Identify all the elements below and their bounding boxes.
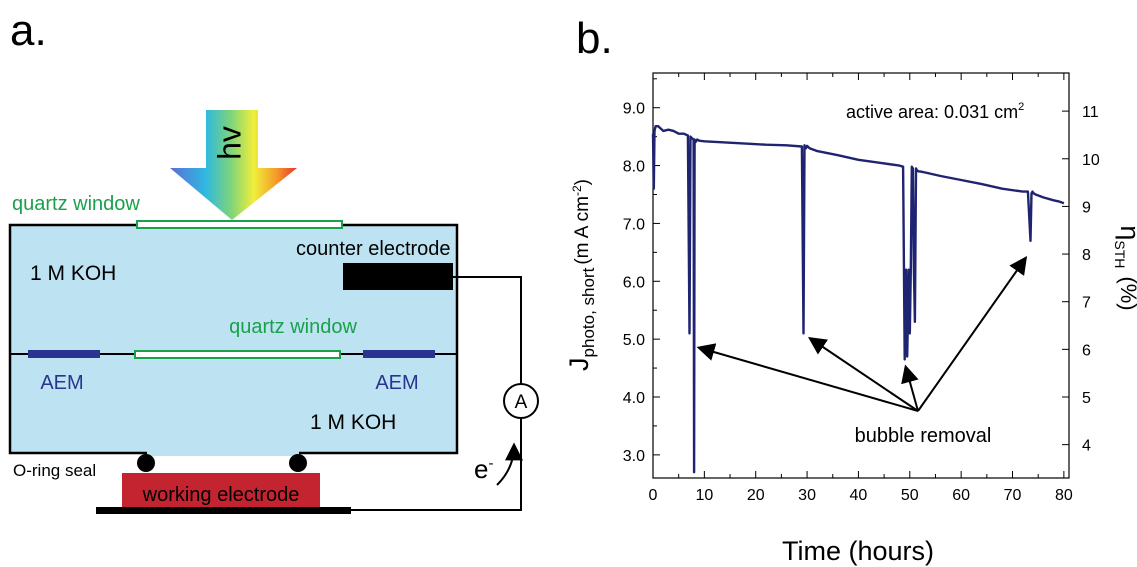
y-tick-label: 5.0 xyxy=(623,332,645,349)
active-area-text: active area: 0.031 cm xyxy=(846,102,1018,122)
y2-axis-label: ηSTH (%) xyxy=(1112,225,1137,310)
plot-frame xyxy=(652,72,1070,479)
o-ring-seal-label: O-ring seal xyxy=(13,461,96,480)
working-electrode-label: working electrode xyxy=(142,484,300,506)
middle-quartz-window-label: quartz window xyxy=(229,316,357,338)
y-axis-subscript: photo, short xyxy=(579,267,598,357)
y2-tick-label: 11 xyxy=(1082,104,1099,121)
y-tick-label: 8.0 xyxy=(623,159,645,176)
light-arrow-icon xyxy=(170,110,297,220)
bubble-arrows xyxy=(696,256,1028,412)
y-axis-label: Jphoto, short (m A cm-2) xyxy=(564,179,598,371)
panel-a-label: a. xyxy=(10,6,47,55)
panel-b: b. 0 10 20 30 40 50 60 70 80 3.0 4.0 5.0 6.0 7.0 8.0 9.… xyxy=(564,14,1137,566)
x-tick-label: 20 xyxy=(747,487,765,504)
x-tick-label: 40 xyxy=(850,487,868,504)
working-electrode xyxy=(122,473,320,508)
y-tick-label: 6.0 xyxy=(623,274,645,291)
bubble-arrow-3 xyxy=(901,364,919,412)
x-tick-label: 30 xyxy=(798,487,816,504)
electron-charge: - xyxy=(488,455,493,472)
counter-electrode xyxy=(343,263,453,290)
y-tick-label: 7.0 xyxy=(623,216,645,233)
y-axis-units-sup: -2 xyxy=(570,185,584,196)
x-tick-label: 70 xyxy=(1004,487,1022,504)
y2-tick-label: 10 xyxy=(1082,152,1100,169)
y-axis-symbol: J xyxy=(564,357,594,371)
y2-axis-subscript: STH xyxy=(1112,240,1128,268)
x-tick-label: 10 xyxy=(695,487,713,504)
top-quartz-window-label: quartz window xyxy=(12,193,140,215)
panel-b-label: b. xyxy=(576,14,613,63)
x-tick-label: 0 xyxy=(649,487,658,504)
y-tick-label: 4.0 xyxy=(623,390,645,407)
y-axis-units: (m A cm xyxy=(572,196,593,265)
y2-axis-symbol: η xyxy=(1115,225,1137,240)
aem-right-label: AEM xyxy=(375,372,418,394)
y2-tick-label: 6 xyxy=(1082,342,1091,359)
x-axis-label: Time (hours) xyxy=(782,536,934,566)
o-ring-left xyxy=(137,454,155,472)
electron-flow-arrow xyxy=(496,442,523,486)
tick-layer: 0 10 20 30 40 50 60 70 80 3.0 4.0 5.0 6.0 7.0 8.0 9.0 4 5… xyxy=(623,73,1100,504)
bubble-arrow-1 xyxy=(696,343,919,412)
x-tick-label: 50 xyxy=(901,487,919,504)
y-tick-label: 9.0 xyxy=(623,101,645,118)
middle-quartz-window xyxy=(134,350,341,359)
y2-tick-label: 7 xyxy=(1082,295,1091,312)
y2-axis-units: (%) xyxy=(1116,276,1137,310)
ammeter-icon xyxy=(503,383,539,419)
aem-left-label: AEM xyxy=(40,372,83,394)
electron-symbol: e xyxy=(474,454,488,484)
working-electrode-base xyxy=(96,507,351,514)
bubble-arrow-2 xyxy=(808,336,919,412)
bubble-removal-label: bubble removal xyxy=(855,425,992,447)
y2-tick-label: 8 xyxy=(1082,247,1091,264)
active-area-annotation: active area: 0.031 cm2 xyxy=(846,101,1024,122)
x-tick-label: 60 xyxy=(952,487,970,504)
counter-electrode-label: counter electrode xyxy=(296,238,451,260)
electron-label: e- xyxy=(474,454,493,484)
bubble-arrow-4 xyxy=(917,256,1028,412)
y2-tick-label: 4 xyxy=(1082,438,1091,455)
top-quartz-window xyxy=(136,220,343,229)
panel-a: a. hv quartz window quartz window AEM AE… xyxy=(8,6,539,514)
cell-opening xyxy=(147,450,299,456)
electrolyte-top-label: 1 M KOH xyxy=(30,262,116,285)
y-tick-label: 3.0 xyxy=(623,448,645,465)
series-line xyxy=(651,125,1065,474)
aem-right xyxy=(363,350,435,358)
aem-left xyxy=(28,350,100,358)
light-label: hv xyxy=(211,126,247,160)
y2-tick-label: 9 xyxy=(1082,199,1091,216)
electrolyte-bottom-label: 1 M KOH xyxy=(310,411,396,434)
ammeter-label: A xyxy=(515,392,528,413)
x-tick-label: 80 xyxy=(1055,487,1073,504)
active-area-sup: 2 xyxy=(1018,101,1024,113)
y-axis-units-end: ) xyxy=(572,179,593,185)
y2-tick-label: 5 xyxy=(1082,390,1091,407)
o-ring-right xyxy=(289,454,307,472)
